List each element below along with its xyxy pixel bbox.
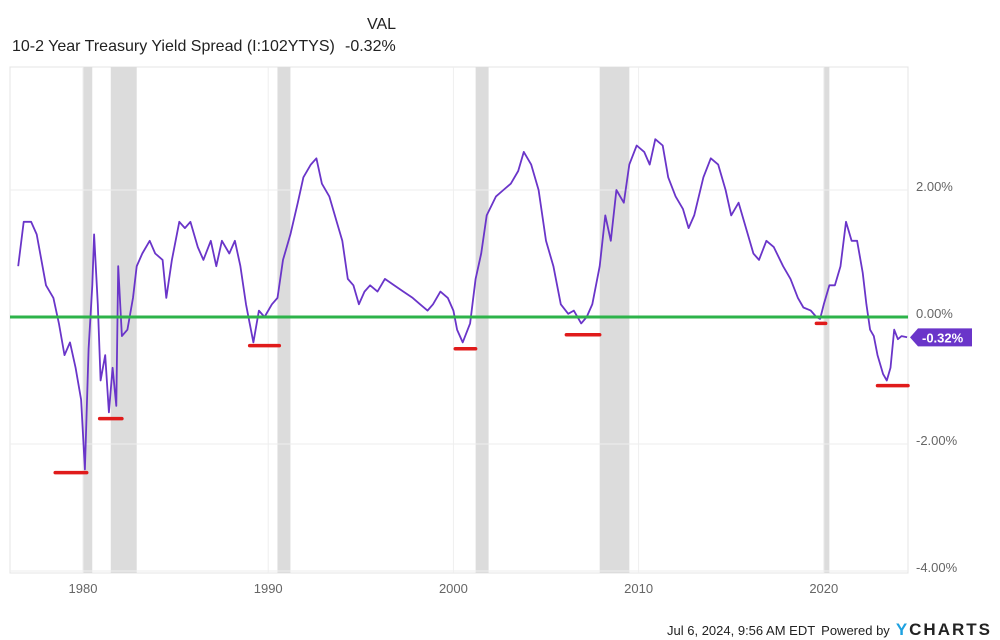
recession-band bbox=[475, 67, 489, 573]
value-column-label: VAL bbox=[367, 16, 397, 33]
x-tick-label: 2000 bbox=[439, 581, 468, 596]
last-value-label: -0.32% bbox=[922, 330, 964, 345]
x-tick-label: 1990 bbox=[254, 581, 283, 596]
x-tick-label: 2010 bbox=[624, 581, 653, 596]
footer: Jul 6, 2024, 9:56 AM EDT Powered by YCHA… bbox=[667, 620, 992, 640]
y-tick-label: 2.00% bbox=[916, 179, 953, 194]
last-value-tag bbox=[910, 328, 972, 347]
plot-area bbox=[9, 66, 909, 574]
chart-header: VAL 10-2 Year Treasury Yield Spread (I:1… bbox=[0, 0, 1000, 66]
recession-band bbox=[110, 67, 137, 573]
y-tick-label: -4.00% bbox=[916, 560, 958, 575]
x-tick-label: 2020 bbox=[809, 581, 838, 596]
timestamp: Jul 6, 2024, 9:56 AM EDT bbox=[667, 622, 816, 638]
y-tick-label: 0.00% bbox=[916, 306, 953, 321]
series-name: 10-2 Year Treasury Yield Spread (I:102YT… bbox=[12, 38, 335, 55]
recession-band bbox=[599, 67, 630, 573]
chart: 1980 1990 2000 2010 2020 2.00% 0.00% -2.00% -4.0… bbox=[9, 66, 972, 596]
y-tick-label: -2.00% bbox=[916, 433, 958, 448]
powered-by: Powered by bbox=[821, 622, 890, 638]
series-line bbox=[17, 138, 908, 471]
ycharts-logo: YCHARTS bbox=[895, 620, 992, 639]
recession-band bbox=[823, 67, 830, 573]
recession-band bbox=[277, 67, 291, 573]
recession-band bbox=[83, 67, 93, 573]
x-tick-label: 1980 bbox=[69, 581, 98, 596]
series-value: -0.32% bbox=[345, 38, 396, 55]
